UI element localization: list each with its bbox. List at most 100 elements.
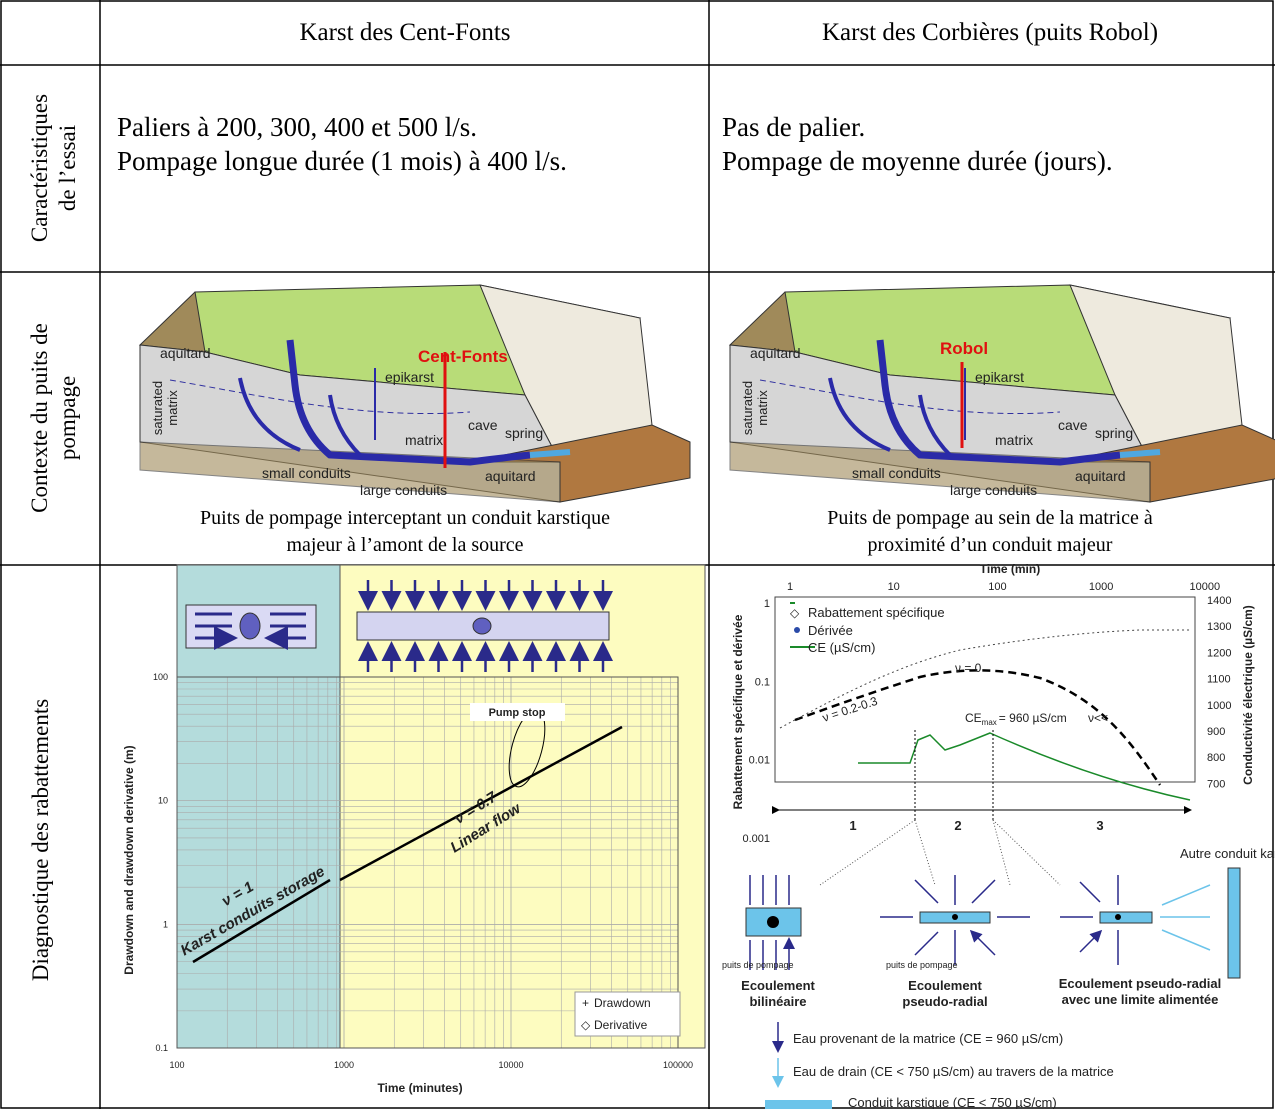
x-tick-label: 1000 <box>1089 581 1113 593</box>
y-tick-label: 100 <box>153 672 168 682</box>
caption: Puits de pompage au sein de la matrice à <box>827 507 1153 529</box>
key-entry: Eau de drain (CE < 750 µS/cm) au travers… <box>793 1064 1114 1079</box>
diagram-label: large conduits <box>360 482 447 498</box>
diagram-label: cave <box>1058 417 1088 433</box>
annotation: max <box>982 718 997 727</box>
diagram-label: aquitard <box>1075 468 1126 484</box>
key-entry: Conduit karstique (CE < 750 µS/cm) <box>848 1095 1057 1109</box>
flow-label: avec une limite alimentée <box>1062 992 1219 1007</box>
y-tick-label: 0.001 <box>742 833 770 845</box>
x-tick-label: 10000 <box>498 1060 523 1070</box>
legend-entry: CE (µS/cm) <box>808 640 875 655</box>
legend-marker <box>794 627 800 633</box>
caption: majeur à l’amont de la source <box>286 534 523 556</box>
y2-tick-label: 1300 <box>1207 621 1231 633</box>
annotation: ν = 0 <box>955 661 982 675</box>
diagram-label: saturated <box>150 381 165 435</box>
y2-tick-label: 1000 <box>1207 700 1231 712</box>
axis-label: Rabattement spécifique et dérivée <box>731 614 745 809</box>
y2-tick-label: 1200 <box>1207 647 1231 659</box>
row-label: de l’essai <box>55 125 80 211</box>
x-tick-label: 10 <box>888 581 900 593</box>
legend-marker: ◇ <box>790 606 800 620</box>
cell-text: Pompage longue durée (1 mois) à 400 l/s. <box>117 146 567 176</box>
annotation: ν<< <box>1088 711 1108 725</box>
annotation: CEmax = 960 µS/cm <box>965 711 1067 727</box>
caption: proximité d’un conduit majeur <box>868 534 1113 556</box>
diagram-label: matrix <box>755 390 770 426</box>
caption: Puits de pompage interceptant un conduit… <box>200 507 610 529</box>
diagram-label: cave <box>468 417 498 433</box>
diagram-label: large conduits <box>950 482 1037 498</box>
annotation: puits de pompage <box>722 960 794 970</box>
legend-entry: Derivative <box>594 1018 648 1032</box>
left-chart <box>176 564 706 1049</box>
y-tick-label: 0.1 <box>755 676 770 688</box>
annotation: puits de pompage <box>886 960 958 970</box>
diagram-label: aquitard <box>160 345 211 361</box>
column-header: Karst des Cent-Fonts <box>299 19 510 46</box>
annotation: CE <box>965 711 982 725</box>
cell-text: Pompage de moyenne durée (jours). <box>722 146 1113 176</box>
period: 2 <box>954 818 961 833</box>
block-diagram <box>730 285 1275 502</box>
y-tick-label: 10 <box>158 796 168 806</box>
diagram-label: small conduits <box>852 465 941 481</box>
y2-tick-label: 1400 <box>1207 595 1231 607</box>
annotation: Pump stop <box>489 707 546 719</box>
row-label: Contexte du puits de <box>27 323 52 513</box>
y-tick-label: 1 <box>764 598 770 610</box>
flow-label: pseudo-radial <box>902 994 987 1009</box>
legend-entry: Rabattement spécifique <box>808 605 945 620</box>
flow-label: Ecoulement pseudo-radial <box>1059 976 1222 991</box>
row-label: Diagnostique des rabattements <box>28 699 53 981</box>
axis-label: Time (minutes) <box>377 1081 462 1095</box>
diagram-label: saturated <box>740 381 755 435</box>
diagram-label: epikarst <box>385 369 434 385</box>
flow-label: Ecoulement <box>741 978 815 993</box>
column-header: Karst des Corbières (puits Robol) <box>822 19 1158 46</box>
x-tick-label: 100 <box>988 581 1006 593</box>
axis-label: Drawdown and drawdown derivative (m) <box>122 745 136 974</box>
annotation: Autre conduit karstique <box>1180 846 1275 861</box>
diagram-label: spring <box>1095 425 1133 441</box>
period: 3 <box>1096 818 1103 833</box>
key-entry: Eau provenant de la matrice (CE = 960 µS… <box>793 1031 1063 1046</box>
axis-label: Conductivité électrique (µS/cm) <box>1241 605 1255 785</box>
diagram-label: epikarst <box>975 369 1024 385</box>
y2-tick-label: 800 <box>1207 752 1225 764</box>
well-label: Cent-Fonts <box>418 347 508 366</box>
diagram-label: matrix <box>405 432 443 448</box>
legend-entry: Drawdown <box>594 996 651 1010</box>
y2-tick-label: 900 <box>1207 726 1225 738</box>
diagram-label: aquitard <box>750 345 801 361</box>
legend-entry: Dérivée <box>808 623 853 638</box>
y2-tick-label: 700 <box>1207 778 1225 790</box>
x-tick-label: 100 <box>169 1060 184 1070</box>
x-tick-label: 10000 <box>1190 581 1221 593</box>
axis-label: Time (min) <box>980 562 1040 576</box>
x-tick-label: 100000 <box>663 1060 693 1070</box>
x-tick-label: 1000 <box>334 1060 354 1070</box>
well-label: Robol <box>940 339 988 358</box>
flow-label: bilinéaire <box>749 994 806 1009</box>
row-label: Caractéristiques <box>27 94 52 242</box>
diagram-label: aquitard <box>485 468 536 484</box>
block-diagram <box>140 285 690 502</box>
legend-marker: ◇ <box>581 1018 591 1032</box>
row-label: pompage <box>55 376 80 460</box>
period: 1 <box>849 818 856 833</box>
diagram-label: small conduits <box>262 465 351 481</box>
diagram-label: matrix <box>995 432 1033 448</box>
y-tick-label: 0.1 <box>155 1043 168 1053</box>
y-tick-label: 0.01 <box>749 755 770 767</box>
y-tick-label: 1 <box>163 919 168 929</box>
y2-tick-label: 1100 <box>1207 674 1231 686</box>
right-chart <box>745 596 1241 1109</box>
x-tick-label: 1 <box>787 581 793 593</box>
legend-marker: + <box>582 996 589 1010</box>
diagram-label: spring <box>505 425 543 441</box>
diagram-label: matrix <box>165 390 180 426</box>
annotation: = 960 µS/cm <box>999 711 1067 725</box>
